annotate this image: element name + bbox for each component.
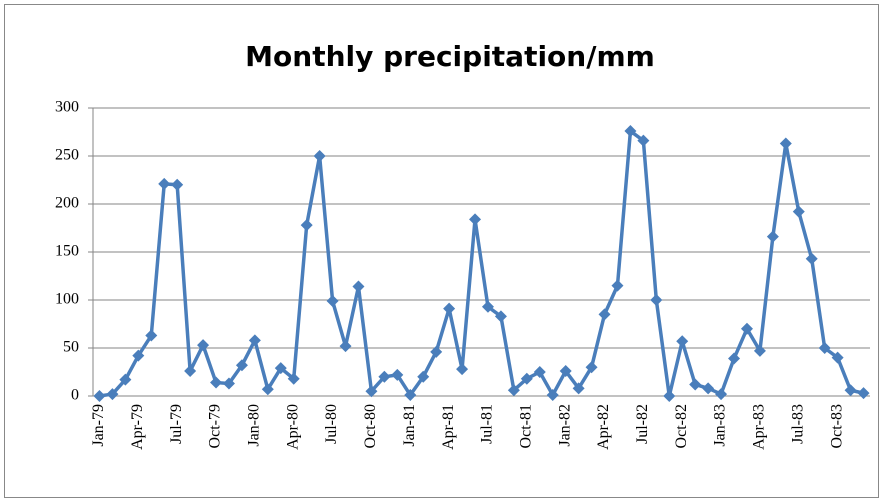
marker <box>404 389 417 402</box>
x-tick-label: Apr-79 <box>129 404 146 450</box>
marker <box>365 385 378 398</box>
marker <box>261 383 274 396</box>
marker <box>210 376 223 389</box>
marker <box>715 388 728 401</box>
x-tick-label: Apr-81 <box>440 404 457 450</box>
chart-title: Monthly precipitation/mm <box>245 40 655 73</box>
marker <box>430 345 443 358</box>
marker <box>598 308 611 321</box>
x-tick-label: Jul-79 <box>168 404 185 444</box>
marker <box>456 363 469 376</box>
x-tick-label: Oct-83 <box>828 404 845 448</box>
marker <box>676 335 689 348</box>
marker <box>624 125 637 138</box>
x-tick-label: Oct-79 <box>207 404 224 448</box>
marker <box>533 366 546 378</box>
y-tick-label: 300 <box>55 99 79 116</box>
marker <box>171 178 184 191</box>
x-tick-label: Jan-83 <box>712 404 729 447</box>
marker <box>326 294 339 307</box>
marker <box>585 361 598 374</box>
x-tick-label: Oct-82 <box>673 404 690 448</box>
marker <box>559 365 572 378</box>
x-tick-label: Jul-82 <box>634 404 651 444</box>
y-tick-label: 0 <box>71 387 79 404</box>
y-tick-label: 50 <box>63 339 79 356</box>
marker <box>417 370 430 383</box>
marker <box>248 334 261 347</box>
y-tick-label: 100 <box>55 291 79 308</box>
marker <box>663 390 676 402</box>
marker <box>197 339 210 352</box>
marker <box>469 213 482 226</box>
x-tick-label: Jul-80 <box>323 404 340 444</box>
marker <box>300 219 313 232</box>
x-tick-label: Jul-81 <box>479 404 496 444</box>
marker <box>158 177 171 190</box>
marker <box>313 150 326 162</box>
y-tick-label: 200 <box>55 195 79 212</box>
marker <box>572 382 585 395</box>
marker <box>857 387 870 400</box>
marker <box>145 329 158 342</box>
x-tick-label: Apr-82 <box>595 404 612 450</box>
marker <box>792 205 805 218</box>
marker <box>702 382 715 395</box>
marker <box>494 310 507 323</box>
x-tick-label: Jan-82 <box>556 404 573 447</box>
marker <box>184 365 197 378</box>
marker <box>119 373 132 386</box>
marker <box>740 322 753 335</box>
marker <box>339 340 352 353</box>
marker <box>132 349 145 362</box>
x-tick-label: Oct-80 <box>362 404 379 448</box>
x-tick-label: Apr-83 <box>751 404 768 450</box>
marker <box>689 378 702 391</box>
marker <box>235 359 248 372</box>
marker <box>779 137 792 150</box>
x-tick-label: Jan-81 <box>401 404 418 447</box>
x-tick-label: Jan-79 <box>90 404 107 447</box>
marker <box>274 362 287 375</box>
x-tick-label: Jan-80 <box>246 404 263 447</box>
marker <box>352 280 365 293</box>
marker <box>831 351 844 364</box>
marker <box>766 230 779 243</box>
x-tick-label: Apr-80 <box>284 404 301 450</box>
x-tick-label: Jul-83 <box>789 404 806 444</box>
marker <box>520 372 533 385</box>
marker <box>507 384 520 397</box>
marker <box>481 300 494 313</box>
marker <box>637 134 650 147</box>
x-tick-label: Oct-81 <box>517 404 534 448</box>
marker <box>650 294 663 306</box>
marker <box>728 352 741 365</box>
marker <box>443 302 456 315</box>
marker <box>546 389 559 402</box>
marker <box>753 344 766 357</box>
y-tick-label: 250 <box>55 147 79 164</box>
chart-border <box>4 4 879 498</box>
y-tick-label: 150 <box>55 243 79 260</box>
marker <box>93 390 106 402</box>
marker <box>611 279 624 292</box>
marker <box>287 372 300 385</box>
marker <box>805 252 818 265</box>
marker <box>844 384 857 397</box>
marker <box>391 368 404 381</box>
marker <box>222 377 235 390</box>
marker <box>106 388 119 401</box>
marker <box>378 370 391 383</box>
marker <box>818 342 831 354</box>
